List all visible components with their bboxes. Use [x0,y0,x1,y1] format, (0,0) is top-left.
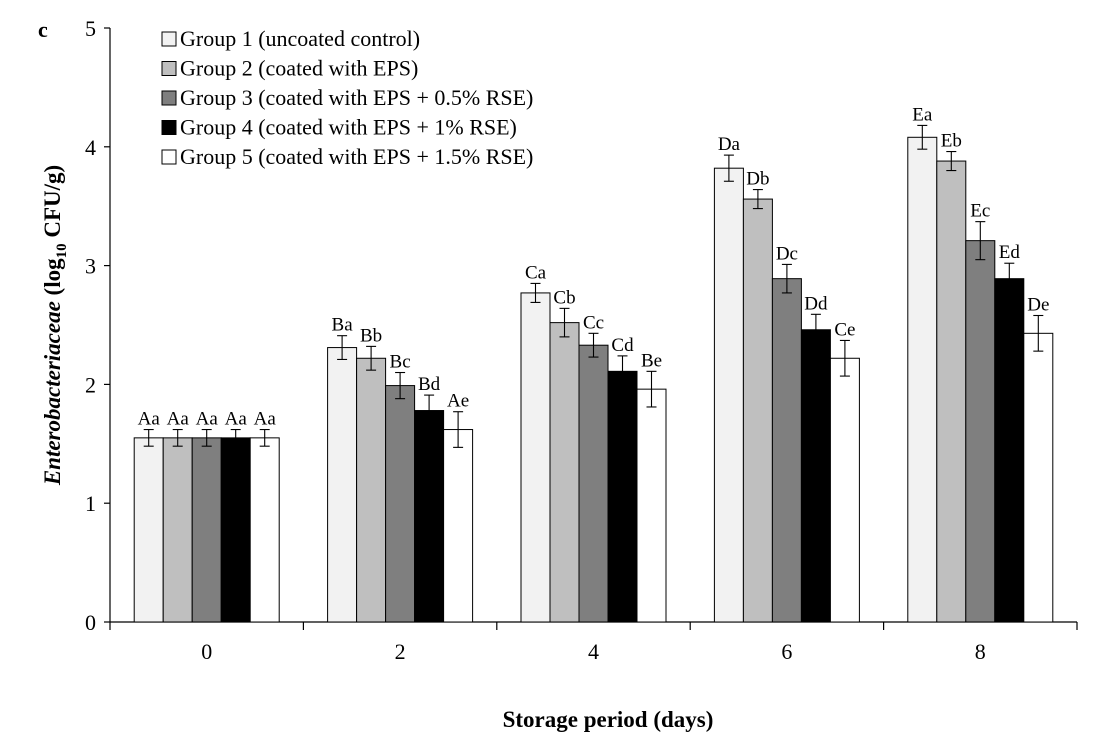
data-label: Cc [583,312,604,333]
y-tick-label: 3 [85,254,96,279]
data-label: Aa [138,409,161,430]
legend-entry: Group 3 (coated with EPS + 0.5% RSE) [180,85,533,110]
data-label: Dd [804,293,828,314]
y-tick-label: 2 [85,372,96,397]
y-tick-label: 4 [85,135,96,160]
plot-area: 0 1 2 3 4 5 0 Aa Aa Aa Aa Aa 2 Ba Bb Bc Bd Ae 4 Ca Cb Cc Cd Be 6… [85,16,1078,664]
x-tick-label: 4 [588,639,599,664]
legend-entry: Group 2 (coated with EPS) [180,56,418,81]
data-label: Bc [390,352,411,373]
legend-entry: Group 5 (coated with EPS + 1.5% RSE) [180,144,533,169]
y-axis-title-subscript: 10 [54,243,70,258]
bar [800,329,831,623]
bar [607,370,638,623]
data-label: Ed [999,242,1021,263]
y-axis-title-italic: Enterobacteriaceae [40,295,65,486]
bar [327,347,358,623]
x-tick-label: 2 [395,639,406,664]
panel-label: c [38,17,48,42]
bar [965,240,996,623]
data-label: Ca [525,262,547,283]
bar [414,410,445,623]
data-label: Cd [611,335,634,356]
y-tick-label: 0 [85,610,96,635]
x-tick-label: 8 [975,639,986,664]
data-label: Aa [196,409,219,430]
data-label: Eb [941,131,962,152]
data-label: Ba [332,315,354,336]
data-label: Aa [254,409,277,430]
bar [549,322,580,623]
legend-entry: Group 4 (coated with EPS + 1% RSE) [180,115,517,140]
legend-swatch [161,149,177,165]
data-label: Ec [970,201,990,222]
bar [133,437,164,623]
bar [1023,332,1054,623]
data-label: Aa [167,409,190,430]
y-axis-title-unit: (log [40,258,65,296]
legend-swatch [161,90,177,106]
bar [249,437,280,623]
data-label: Ae [447,391,469,412]
legend-swatch [161,31,177,47]
legend: Group 1 (uncoated control) Group 2 (coate… [161,26,533,169]
data-label: Aa [225,409,248,430]
data-label: Da [718,134,741,155]
data-label: Cb [553,287,575,308]
bar [191,437,222,623]
bar [713,167,744,623]
x-tick-label: 0 [201,639,212,664]
x-axis-title: Storage period (days) [503,707,714,732]
bar [443,429,474,623]
bar [636,388,667,623]
bar [771,278,802,623]
bar [578,344,609,623]
y-axis-title-text: Enterobacteriaceae (log10 CFU/g) [40,165,70,486]
bar [356,357,387,623]
bar [520,292,551,623]
y-tick-label: 1 [85,491,96,516]
y-axis-title: Enterobacteriaceae (log10 CFU/g) [40,165,70,486]
legend-swatch [161,61,177,76]
bar [936,160,967,623]
legend-swatch [161,120,177,135]
bar [829,357,860,623]
bar [385,385,416,623]
bar [162,437,193,623]
legend-entry: Group 1 (uncoated control) [180,26,420,51]
data-label: Dc [776,243,798,264]
data-label: Bd [418,374,441,395]
data-label: Ea [912,104,933,125]
bar [907,136,938,623]
data-label: De [1027,294,1049,315]
x-tick-label: 6 [781,639,792,664]
y-tick-label: 5 [85,16,96,41]
bar [220,437,251,623]
data-label: Ce [834,319,855,340]
bar [742,198,773,623]
data-label: Be [641,350,662,371]
data-label: Bb [360,325,382,346]
y-axis-title-unit-end: CFU/g) [40,165,65,244]
bar [994,278,1025,623]
data-label: Db [746,169,769,190]
